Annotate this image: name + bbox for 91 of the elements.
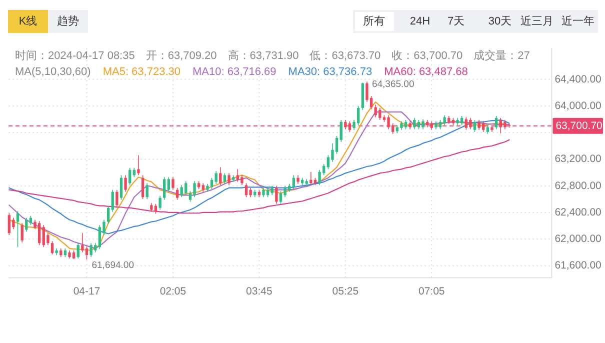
y-tick-label: 63,200.00 bbox=[554, 153, 602, 166]
candlestick bbox=[310, 171, 312, 186]
candlestick bbox=[210, 177, 214, 190]
candlestick bbox=[12, 217, 15, 230]
y-tick-label: 64,400.00 bbox=[554, 73, 602, 86]
candlestick bbox=[473, 120, 476, 132]
x-tick-label: 07:05 bbox=[418, 286, 445, 298]
candlestick bbox=[146, 182, 148, 200]
candlestick bbox=[98, 224, 102, 250]
text: 7天 bbox=[447, 16, 465, 28]
candlestick bbox=[50, 240, 54, 255]
candlestick bbox=[478, 120, 480, 130]
candlestick bbox=[76, 242, 80, 259]
y-tick-label: 62,400.00 bbox=[554, 206, 602, 218]
candlestick bbox=[128, 167, 132, 186]
y-tick-label: 64,000.00 bbox=[554, 100, 602, 112]
text: 趋势 bbox=[57, 14, 79, 28]
candlestick bbox=[413, 118, 416, 130]
annotation: 开：63,709.20 bbox=[146, 50, 217, 62]
candlestick bbox=[81, 232, 84, 253]
candlestick bbox=[240, 174, 244, 186]
candlestick bbox=[469, 118, 472, 130]
candlestick bbox=[106, 205, 110, 224]
candlestick bbox=[340, 120, 342, 142]
candlestick bbox=[284, 185, 286, 198]
text: 近一年 bbox=[562, 14, 594, 28]
candlestick bbox=[111, 189, 114, 212]
candlestick bbox=[279, 190, 282, 204]
y-tick-label: 62,800.00 bbox=[554, 180, 602, 192]
candlestick bbox=[244, 182, 248, 198]
x-tick-label: 03:45 bbox=[246, 286, 272, 298]
candlestick bbox=[494, 116, 498, 130]
text: MA60: 63,487.68 bbox=[384, 66, 468, 78]
annotation: 61,694.00 bbox=[92, 260, 134, 271]
candlestick bbox=[318, 169, 321, 186]
candlestick bbox=[38, 220, 41, 246]
text: K线 bbox=[18, 14, 38, 28]
text: 近三月 bbox=[520, 14, 554, 28]
annotation: 低：63,673.70 bbox=[310, 50, 381, 62]
candlestick bbox=[214, 170, 218, 184]
candlestick bbox=[223, 172, 226, 184]
line-series bbox=[8, 139, 510, 214]
candlestick bbox=[292, 174, 296, 190]
candlestick bbox=[120, 174, 123, 200]
candlestick bbox=[124, 174, 127, 192]
y-tick-label: 61,600.00 bbox=[554, 260, 602, 272]
y-tick-label: 62,000.00 bbox=[554, 233, 602, 246]
annotation: 成交量：27 bbox=[474, 49, 530, 62]
x-tick-label: 02:05 bbox=[160, 286, 186, 298]
candlestick bbox=[16, 210, 20, 248]
candlestick bbox=[163, 176, 166, 200]
legend-title: MA(5,10,30,60) bbox=[15, 66, 91, 78]
candlestick bbox=[172, 176, 174, 190]
text: MA10: 63,716.69 bbox=[192, 66, 276, 78]
annotation: 收：63,700.70 bbox=[392, 50, 463, 62]
candlestick bbox=[180, 184, 183, 198]
candlestick bbox=[154, 203, 158, 214]
annotation: 高：63,731.90 bbox=[228, 49, 299, 62]
candlestick bbox=[262, 187, 265, 198]
annotation: 时间：2024-04-17 08:35 bbox=[15, 49, 135, 62]
annotation: 64,365.00 bbox=[372, 79, 414, 90]
candlestick bbox=[193, 180, 196, 198]
candlestick bbox=[20, 222, 24, 243]
candlestick bbox=[116, 189, 118, 208]
text: MA30: 63,736.73 bbox=[288, 66, 372, 78]
candlestick bbox=[90, 242, 92, 258]
x-tick-label: 05:25 bbox=[332, 286, 359, 298]
candlestick bbox=[422, 118, 424, 130]
candlestick bbox=[25, 217, 28, 232]
text: 30天 bbox=[488, 16, 512, 28]
ref-line-label: 63,700.70 bbox=[556, 120, 603, 132]
candlestick bbox=[141, 174, 144, 200]
candlestick bbox=[378, 108, 382, 120]
candlestick bbox=[348, 120, 352, 132]
candlestick bbox=[387, 114, 390, 130]
candlestick bbox=[137, 154, 140, 176]
candlestick bbox=[275, 185, 278, 204]
candlestick bbox=[504, 120, 506, 130]
candlestick bbox=[176, 187, 179, 200]
text: 所有 bbox=[363, 14, 385, 28]
candlestick bbox=[219, 166, 222, 186]
text: MA5: 63,723.30 bbox=[102, 66, 180, 78]
candlestick bbox=[228, 172, 230, 186]
candlestick bbox=[184, 180, 188, 196]
x-tick-label: 04-17 bbox=[73, 286, 100, 298]
candlestick bbox=[443, 114, 446, 126]
candlestick bbox=[249, 187, 252, 198]
text: 24H bbox=[410, 16, 430, 28]
candlestick bbox=[167, 176, 170, 192]
candlestick bbox=[85, 246, 88, 260]
candlestick bbox=[158, 195, 162, 210]
